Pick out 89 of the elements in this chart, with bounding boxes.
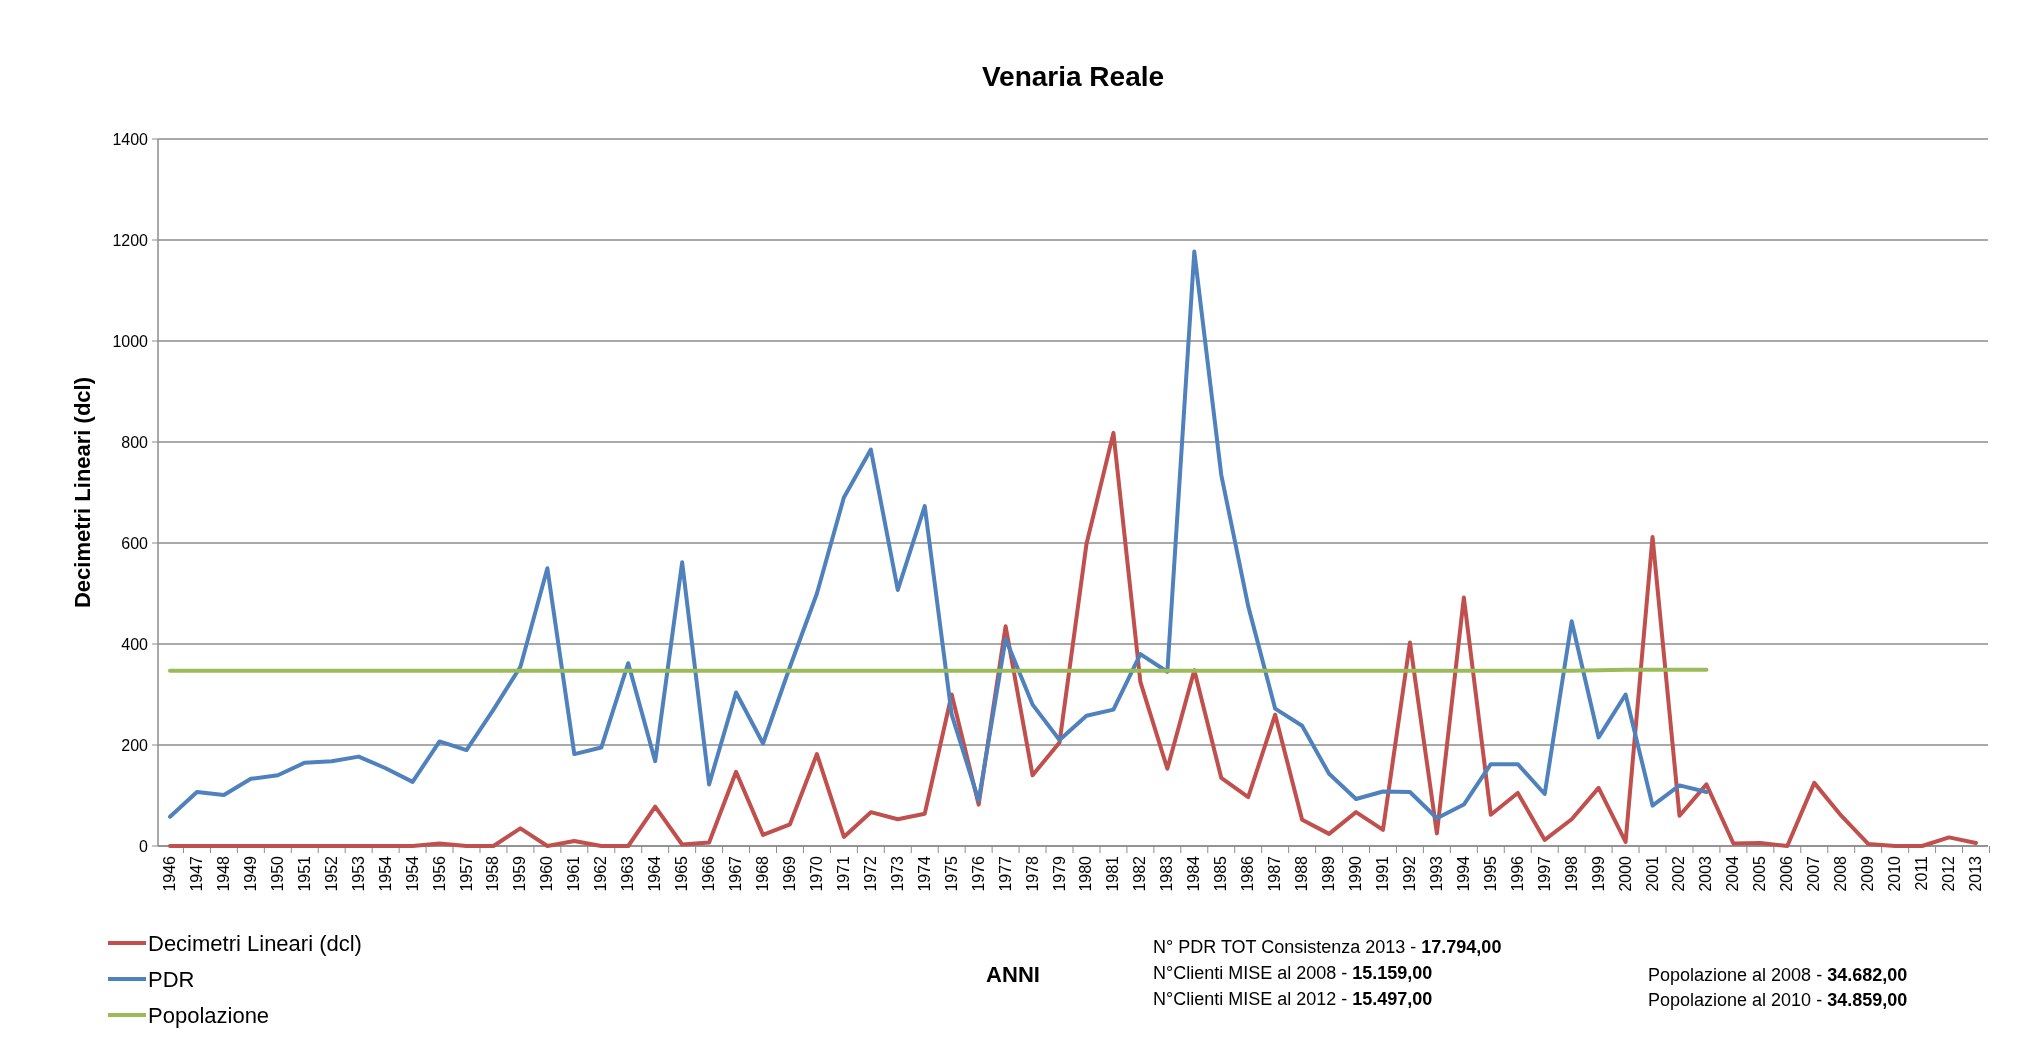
x-tick-label: 2001 <box>1643 855 1661 892</box>
text: Popolazione al 2010 - 34.859,00 <box>1648 990 1908 1010</box>
x-tick-label: 2006 <box>1778 855 1796 892</box>
x-tick-label: 2011 <box>1913 855 1931 891</box>
x-tick-label: 1960 <box>538 855 556 892</box>
x-tick-label: 2008 <box>1832 855 1850 892</box>
x-tick-label: 1993 <box>1427 855 1445 892</box>
x-tick-label: 2007 <box>1805 855 1823 892</box>
x-tick-label: 1962 <box>592 855 610 892</box>
text: Popolazione al 2008 - 34.682,00 <box>1648 965 1908 985</box>
y-tick-label: 400 <box>121 635 149 653</box>
text: N°Clienti MISE al 2008 - 15.159,00 <box>1153 963 1433 983</box>
x-tick-label: 1990 <box>1347 855 1365 892</box>
x-tick-label: 1949 <box>241 855 259 892</box>
x-tick-label: 1991 <box>1373 855 1391 892</box>
text: N°Clienti MISE al 2012 - 15.497,00 <box>1153 989 1433 1009</box>
y-tick-label: 1000 <box>112 332 149 350</box>
legend-label: Popolazione <box>148 1002 270 1028</box>
x-tick-label: 1994 <box>1454 855 1472 892</box>
x-axis-title: ANNI <box>986 962 1040 987</box>
x-tick-label: 2000 <box>1616 855 1634 892</box>
x-tick-label: 1965 <box>673 855 691 892</box>
x-tick-label: 1983 <box>1158 855 1176 892</box>
x-tick-label: 1976 <box>969 855 987 892</box>
x-tick-label: 2003 <box>1697 855 1715 892</box>
x-tick-label: 1986 <box>1239 855 1257 892</box>
x-tick-label: 1988 <box>1293 855 1311 892</box>
y-tick-label: 1400 <box>112 130 149 148</box>
x-tick-label: 1948 <box>214 855 232 892</box>
y-tick-label: 0 <box>139 837 149 855</box>
line-series <box>168 249 1709 821</box>
x-tick-label: 1984 <box>1185 855 1203 892</box>
x-tick-label: 1978 <box>1023 855 1041 892</box>
x-tick-label: 1946 <box>161 855 178 892</box>
x-tick-label: 2009 <box>1859 855 1877 892</box>
x-tick-label: 1971 <box>834 855 852 892</box>
x-tick-label: 1981 <box>1104 855 1122 892</box>
line-series <box>168 430 1978 848</box>
x-tick-label: 1953 <box>349 855 367 892</box>
x-tick-label: 1963 <box>619 855 637 892</box>
x-tick-label: 1998 <box>1562 855 1580 892</box>
x-tick-label: 1958 <box>484 855 502 892</box>
x-tick-label: 1950 <box>268 855 286 892</box>
x-tick-label: 1967 <box>727 855 745 892</box>
x-tick-label: 1959 <box>511 855 529 892</box>
x-tick-label: 1992 <box>1400 855 1418 892</box>
x-tick-label: 1975 <box>942 855 960 892</box>
legend-label: PDR <box>148 966 195 992</box>
y-tick-label: 200 <box>121 736 149 754</box>
text: N° PDR TOT Consistenza 2013 - 17.794,00 <box>1153 937 1502 957</box>
x-tick-label: 1982 <box>1131 855 1149 892</box>
x-tick-label: 2013 <box>1967 855 1984 892</box>
x-tick-label: 1997 <box>1535 855 1553 892</box>
x-tick-label: 1954 <box>403 855 421 892</box>
x-tick-label: 1985 <box>1212 855 1230 892</box>
x-tick-label: 1995 <box>1481 855 1499 892</box>
x-tick-label: 2004 <box>1724 855 1742 892</box>
x-tick-label: 1977 <box>996 855 1014 892</box>
x-tick-label: 1989 <box>1320 855 1338 892</box>
y-tick-label: 600 <box>121 534 149 552</box>
chart-title: Venaria Reale <box>981 61 1165 92</box>
x-tick-label: 1966 <box>700 855 718 892</box>
x-tick-label: 1954 <box>376 855 394 892</box>
x-tick-label: 1999 <box>1589 855 1607 892</box>
x-tick-label: 1952 <box>322 855 340 892</box>
y-tick-label: 1200 <box>112 231 149 249</box>
x-tick-label: 1964 <box>646 855 664 892</box>
x-tick-label: 1947 <box>187 855 205 892</box>
x-tick-label: 2005 <box>1751 855 1769 892</box>
x-tick-label: 1956 <box>430 855 448 892</box>
y-tick-label: 800 <box>121 433 149 451</box>
x-tick-label: 1974 <box>915 855 933 892</box>
legend-label: Decimetri Lineari (dcl) <box>148 930 362 956</box>
x-tick-label: 1969 <box>780 855 798 892</box>
x-tick-label: 1957 <box>457 855 475 892</box>
x-tick-label: 2010 <box>1886 855 1904 892</box>
x-tick-label: 1979 <box>1050 855 1068 892</box>
x-tick-label: 1980 <box>1077 855 1095 892</box>
x-tick-label: 2002 <box>1670 855 1688 892</box>
x-tick-label: 1970 <box>807 855 825 892</box>
x-tick-label: 1973 <box>888 855 906 892</box>
x-tick-label: 1972 <box>861 855 879 892</box>
x-tick-label: 1987 <box>1266 855 1284 892</box>
x-tick-label: 2012 <box>1940 855 1958 892</box>
x-tick-label: 1996 <box>1508 855 1526 892</box>
y-axis-title: Decimetri Lineari (dcl) <box>70 376 95 609</box>
x-tick-label: 1961 <box>565 855 583 892</box>
x-tick-label: 1968 <box>754 855 772 892</box>
x-tick-label: 1951 <box>295 855 313 892</box>
